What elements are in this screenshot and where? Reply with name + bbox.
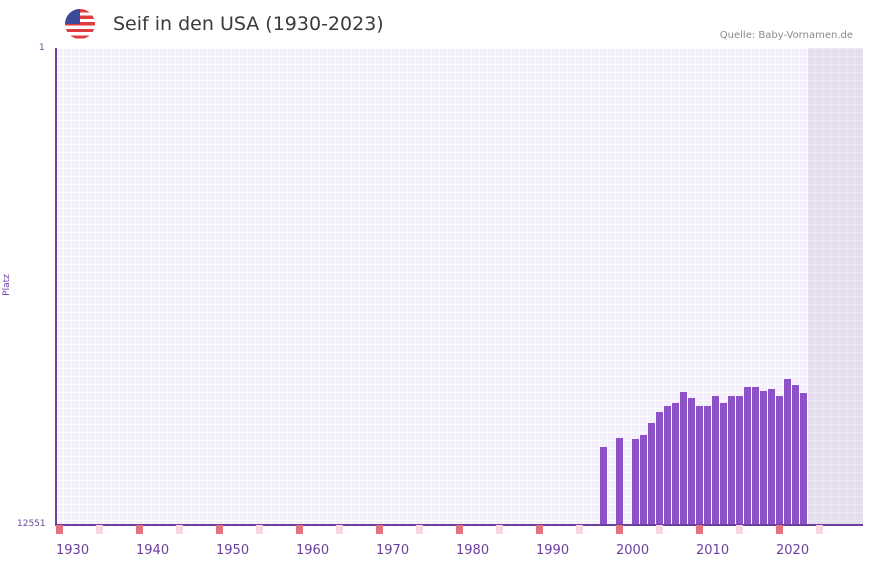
bar-2021[interactable] [784, 379, 791, 525]
x-tick-label: 1930 [56, 543, 89, 558]
year-marker-2010 [696, 525, 703, 534]
bar-2007[interactable] [672, 403, 679, 525]
bar-2018[interactable] [760, 391, 767, 525]
x-tick-label: 2010 [696, 543, 729, 558]
year-marker-2020 [776, 525, 783, 534]
bar-2002[interactable] [632, 439, 639, 525]
x-tick-label: 1990 [536, 543, 569, 558]
bar-2009[interactable] [688, 398, 695, 525]
bar-1998[interactable] [600, 447, 607, 525]
year-marker-1930 [56, 525, 63, 534]
year-marker-1995 [576, 525, 583, 534]
year-marker-1960 [296, 525, 303, 534]
bar-2000[interactable] [616, 438, 623, 525]
bar-2004[interactable] [648, 423, 655, 525]
y-axis-top-label: 1 [39, 43, 45, 53]
chart-title: Seif in den USA (1930-2023) [113, 13, 384, 35]
year-marker-1980 [456, 525, 463, 534]
bar-2017[interactable] [752, 387, 759, 525]
x-tick-label: 1980 [456, 543, 489, 558]
x-tick-label: 1970 [376, 543, 409, 558]
x-tick-label: 2000 [616, 543, 649, 558]
bar-2020[interactable] [776, 396, 783, 525]
y-axis-line [55, 48, 57, 526]
year-marker-1970 [376, 525, 383, 534]
bar-2012[interactable] [712, 396, 719, 525]
bar-2010[interactable] [696, 406, 703, 525]
bar-2022[interactable] [792, 385, 799, 525]
year-marker-2000 [616, 525, 623, 534]
year-marker-1940 [136, 525, 143, 534]
bar-2013[interactable] [720, 403, 727, 525]
year-marker-2015 [736, 525, 743, 534]
usa-flag-icon [65, 9, 95, 39]
year-marker-1965 [336, 525, 343, 534]
year-marker-1975 [416, 525, 423, 534]
y-axis-title: Platz [2, 274, 12, 296]
bar-2016[interactable] [744, 387, 751, 525]
bar-2014[interactable] [728, 396, 735, 525]
year-marker-1935 [96, 525, 103, 534]
year-marker-1950 [216, 525, 223, 534]
bar-2019[interactable] [768, 389, 775, 525]
year-marker-1945 [176, 525, 183, 534]
y-axis-bottom-label: 12551 [17, 519, 46, 529]
bar-2011[interactable] [704, 406, 711, 525]
year-marker-1985 [496, 525, 503, 534]
bar-2008[interactable] [680, 392, 687, 525]
year-marker-1990 [536, 525, 543, 534]
x-tick-label: 1950 [216, 543, 249, 558]
year-marker-2025 [816, 525, 823, 534]
x-tick-label: 1940 [136, 543, 169, 558]
x-tick-label: 2020 [776, 543, 809, 558]
year-marker-1955 [256, 525, 263, 534]
bar-2023[interactable] [800, 393, 807, 525]
future-shading [808, 48, 863, 525]
bar-2003[interactable] [640, 435, 647, 525]
source-link[interactable]: Quelle: Baby-Vornamen.de [720, 30, 853, 41]
bar-2005[interactable] [656, 412, 663, 525]
x-tick-label: 1960 [296, 543, 329, 558]
bar-2006[interactable] [664, 406, 671, 525]
bar-2015[interactable] [736, 396, 743, 525]
year-marker-2005 [656, 525, 663, 534]
